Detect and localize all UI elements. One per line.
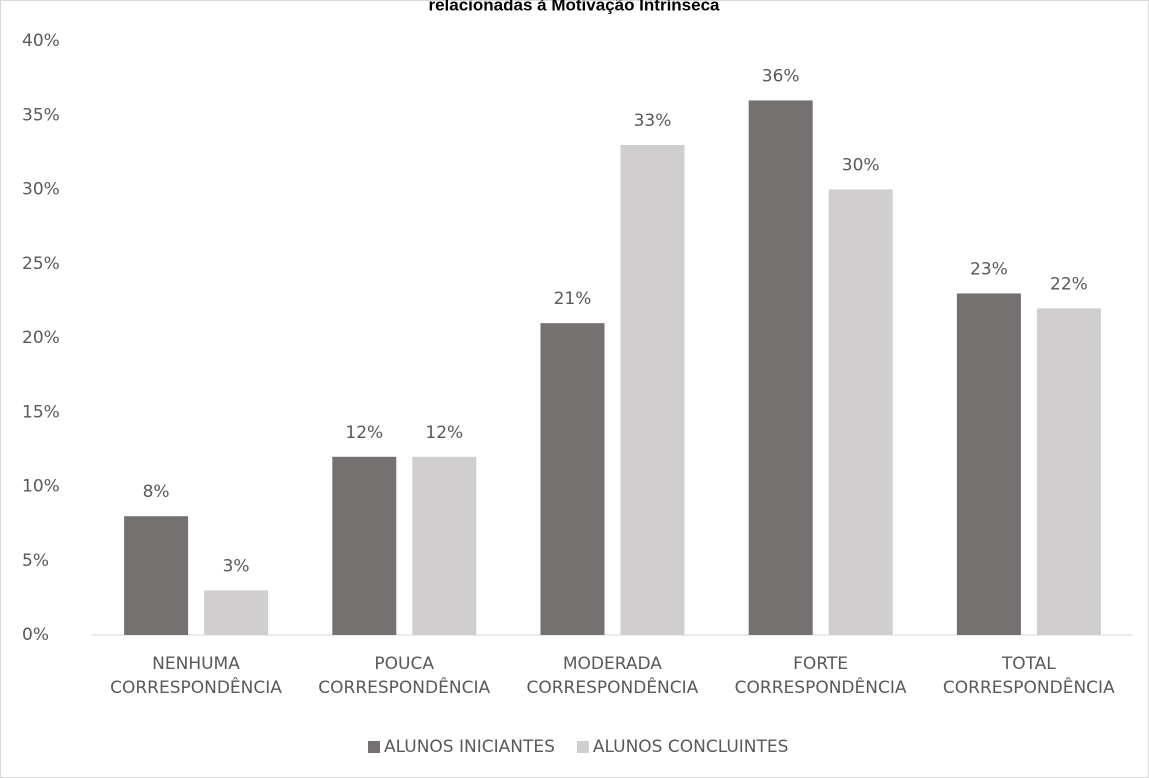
x-tick-label: TOTAL CORRESPONDÊNCIA bbox=[942, 654, 1115, 698]
data-label: 23% bbox=[970, 259, 1008, 279]
bar bbox=[204, 590, 269, 635]
y-tick-label: 40% bbox=[22, 31, 60, 51]
bar bbox=[620, 144, 685, 635]
x-tick-label: FORTE CORRESPONDÊNCIA bbox=[734, 654, 907, 698]
bar bbox=[1036, 308, 1101, 635]
bar bbox=[124, 516, 189, 635]
data-label: 33% bbox=[634, 111, 672, 131]
y-tick-label: 0% bbox=[22, 625, 49, 645]
y-tick-label: 20% bbox=[22, 328, 60, 348]
data-label: 8% bbox=[143, 482, 170, 502]
x-tick-label: MODERADA CORRESPONDÊNCIA bbox=[526, 654, 699, 698]
data-label: 21% bbox=[554, 289, 592, 309]
y-tick-label: 25% bbox=[22, 254, 60, 274]
bar bbox=[412, 456, 477, 635]
legend-label: ALUNOS INICIANTES bbox=[384, 737, 555, 757]
bar bbox=[828, 189, 893, 635]
data-label: 22% bbox=[1050, 274, 1088, 294]
data-label: 12% bbox=[345, 423, 383, 443]
y-tick-label: 5% bbox=[22, 551, 49, 571]
legend-label: ALUNOS CONCLUINTES bbox=[593, 737, 789, 757]
y-tick-label: 30% bbox=[22, 180, 60, 200]
data-label: 36% bbox=[762, 66, 800, 86]
legend-swatch bbox=[368, 741, 380, 753]
bar bbox=[332, 456, 397, 635]
legend-swatch bbox=[576, 741, 589, 753]
data-label: 30% bbox=[842, 156, 880, 176]
y-tick-label: 10% bbox=[22, 477, 60, 497]
y-tick-label: 35% bbox=[22, 105, 60, 125]
y-tick-label: 15% bbox=[22, 402, 60, 422]
x-tick-label: POUCA CORRESPONDÊNCIA bbox=[318, 654, 491, 698]
data-label: 3% bbox=[223, 556, 250, 576]
bar bbox=[540, 323, 605, 635]
bar bbox=[956, 293, 1021, 635]
data-label: 12% bbox=[425, 423, 463, 443]
bar bbox=[748, 100, 813, 635]
x-tick-label: NENHUMA CORRESPONDÊNCIA bbox=[110, 654, 282, 698]
chart-title: relacionadas à Motivação Intrínseca bbox=[428, 0, 720, 14]
